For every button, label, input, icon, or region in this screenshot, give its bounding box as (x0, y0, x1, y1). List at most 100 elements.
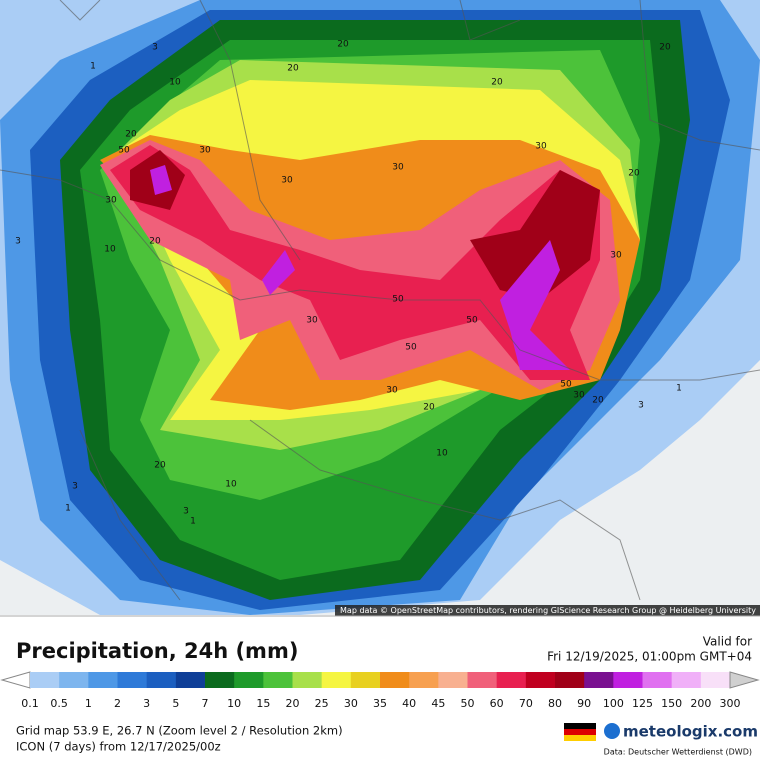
legend-label: 7 (202, 697, 209, 710)
contour-label: 10 (104, 245, 116, 255)
source: Data: Deutscher Wetterdienst (DWD) (604, 748, 752, 757)
contour-label: 30 (610, 251, 622, 261)
legend-label: 15 (256, 697, 270, 710)
legend-label: 90 (577, 697, 591, 710)
contour-label: 10 (436, 449, 448, 459)
contour-label: 50 (466, 316, 478, 326)
contour-label: 20 (423, 403, 435, 413)
legend-label: 150 (661, 697, 682, 710)
contour-label: 30 (535, 142, 547, 152)
legend-swatch (321, 672, 352, 688)
contour-label: 50 (118, 146, 130, 156)
contour-label: 1 (90, 62, 96, 72)
legend-swatch (59, 672, 89, 688)
contour-label: 20 (592, 396, 604, 406)
flag (564, 723, 596, 741)
contour-label: 1 (676, 384, 682, 394)
legend-label: 25 (315, 697, 329, 710)
contour-label: 20 (659, 43, 671, 53)
border (79, 419, 641, 601)
contour-label: 20 (628, 169, 640, 179)
legend-swatch (555, 672, 585, 688)
legend: 0.1 0.5 1 2 3 5 7 10 15 20 25 30 35 40 45 50 60 70 80 90 100… (0, 671, 760, 710)
legend-label: 40 (402, 697, 416, 710)
contour-label: 20 (154, 461, 166, 471)
contour-label: 20 (125, 130, 137, 140)
legend-swatch (234, 672, 264, 688)
legend-label: 5 (172, 697, 179, 710)
contour-label: 20 (491, 78, 503, 88)
legend-label: 10 (227, 697, 241, 710)
legend-label: 2 (114, 697, 121, 710)
legend-label: 50 (461, 697, 475, 710)
contour-label: 30 (573, 391, 585, 401)
contour-label: 50 (405, 343, 417, 353)
contour-label: 20 (337, 40, 349, 50)
legend-swatch (380, 672, 410, 688)
legend-label: 20 (286, 697, 300, 710)
valid-label: Valid for (703, 635, 752, 649)
contour-label: 3 (15, 237, 21, 247)
legend-swatch (584, 672, 614, 688)
contour-label: 3 (638, 401, 644, 411)
borders (0, 0, 760, 601)
legend-swatch (292, 672, 323, 688)
legend-label: 80 (548, 697, 562, 710)
valid-time: Fri 12/19/2025, 01:00pm GMT+04 (547, 650, 752, 664)
legend-label: 35 (373, 697, 387, 710)
legend-swatch (613, 672, 643, 688)
contour-label: 30 (281, 176, 293, 186)
legend-swatch (88, 672, 118, 688)
contour-label: 30 (392, 163, 404, 173)
legend-swatch (146, 672, 177, 688)
legend-arrow (0, 671, 31, 689)
legend-label: 100 (603, 697, 624, 710)
contour-label: 1 (190, 517, 196, 527)
border (0, 169, 760, 381)
contour-label: 3 (72, 482, 78, 492)
contour-label: 30 (199, 146, 211, 156)
contour-label: 50 (560, 380, 572, 390)
contour-label: 30 (306, 316, 318, 326)
contour-label: 10 (169, 78, 181, 88)
legend-swatch (409, 672, 439, 688)
legend-swatch (30, 672, 60, 688)
legend-swatch (263, 672, 293, 688)
legend-label: 125 (632, 697, 653, 710)
legend-swatch (496, 672, 527, 688)
legend-label: 60 (490, 697, 504, 710)
legend-swatch (467, 672, 498, 688)
contour-label: 3 (152, 43, 158, 53)
contour-label: 20 (149, 237, 161, 247)
contour-label: 30 (386, 386, 398, 396)
legend-swatch (205, 672, 235, 688)
legend-swatch (438, 672, 468, 688)
attribution-bg (335, 605, 760, 616)
contour-label: 10 (225, 480, 237, 490)
title: Precipitation, 24h (mm) (16, 639, 298, 663)
legend-label: 0.5 (50, 697, 68, 710)
contour-label: 3 (183, 507, 189, 517)
contour-label: 20 (287, 64, 299, 74)
border (59, 0, 760, 261)
legend-arrow (729, 671, 760, 689)
legend-swatch (525, 672, 556, 688)
flag-stripe (564, 723, 596, 729)
band (130, 150, 600, 300)
contour-label: 1 (65, 504, 71, 514)
legend-label: 30 (344, 697, 358, 710)
legend-label: 200 (690, 697, 711, 710)
legend-label: 0.1 (21, 697, 39, 710)
legend-label: 1 (85, 697, 92, 710)
logo-icon (604, 723, 620, 739)
legend-label: 70 (519, 697, 533, 710)
attribution: Map data © OpenStreetMap contributors, r… (340, 606, 756, 615)
contour-label: 30 (105, 196, 117, 206)
legend-swatch (175, 672, 206, 688)
legend-swatch (642, 672, 673, 688)
grid-info: Grid map 53.9 E, 26.7 N (Zoom level 2 / … (16, 724, 343, 738)
